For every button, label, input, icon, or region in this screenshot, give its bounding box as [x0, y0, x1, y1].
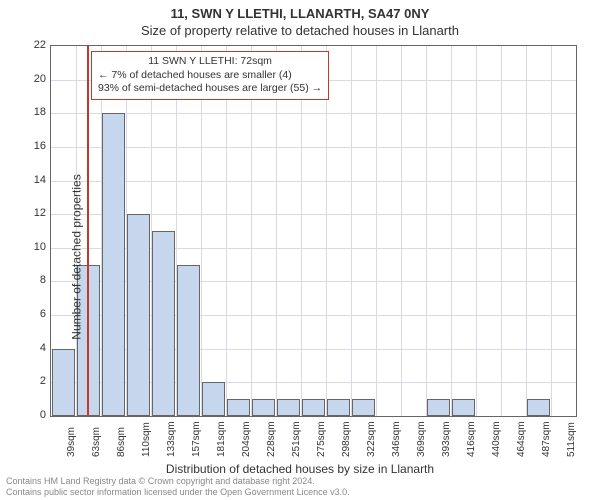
x-tick-label: 416sqm	[466, 421, 477, 457]
gridline-vertical	[476, 46, 477, 416]
gridline-horizontal	[51, 113, 576, 114]
footer-attribution: Contains HM Land Registry data © Crown c…	[6, 476, 350, 498]
gridline-vertical	[526, 46, 527, 416]
y-tick-label: 14	[34, 174, 46, 186]
bar	[102, 113, 125, 416]
x-tick-label: 63sqm	[91, 427, 102, 457]
x-tick-label: 110sqm	[141, 422, 152, 457]
x-tick-label: 346sqm	[391, 421, 402, 457]
gridline-vertical	[351, 46, 352, 416]
reference-line	[87, 46, 89, 416]
x-tick-label: 322sqm	[366, 421, 377, 457]
bar	[177, 265, 200, 416]
bar	[227, 399, 250, 416]
x-tick-label: 487sqm	[541, 421, 552, 457]
bar-chart: 11 SWN Y LLETHI: 72sqm← 7% of detached h…	[50, 45, 577, 417]
gridline-horizontal	[51, 147, 576, 148]
x-tick-label: 39sqm	[66, 427, 77, 457]
y-tick-label: 4	[40, 342, 46, 354]
y-axis-label: Number of detached properties	[70, 174, 84, 339]
gridline-horizontal	[51, 181, 576, 182]
x-tick-label: 204sqm	[241, 421, 252, 457]
bar	[452, 399, 475, 416]
x-tick-label: 228sqm	[266, 421, 277, 457]
bar	[152, 231, 175, 416]
annotation-box: 11 SWN Y LLETHI: 72sqm← 7% of detached h…	[91, 51, 329, 100]
bar	[202, 382, 225, 416]
y-tick-label: 10	[34, 241, 46, 253]
annotation-line-1: 11 SWN Y LLETHI: 72sqm	[98, 55, 322, 69]
y-tick-label: 16	[34, 140, 46, 152]
bar	[527, 399, 550, 416]
y-tick-label: 12	[34, 207, 46, 219]
y-tick-label: 22	[34, 39, 46, 51]
x-tick-label: 393sqm	[441, 421, 452, 457]
bar	[327, 399, 350, 416]
bar	[252, 399, 275, 416]
annotation-line-3: 93% of semi-detached houses are larger (…	[98, 82, 322, 96]
x-tick-label: 157sqm	[191, 421, 202, 457]
x-tick-label: 181sqm	[216, 421, 227, 457]
bar	[52, 349, 75, 416]
gridline-vertical	[401, 46, 402, 416]
x-tick-label: 369sqm	[416, 421, 427, 457]
x-axis-label: Distribution of detached houses by size …	[0, 462, 600, 476]
x-tick-label: 464sqm	[516, 421, 527, 457]
title-line-2: Size of property relative to detached ho…	[0, 21, 600, 38]
footer-line-2: Contains public sector information licen…	[6, 487, 350, 498]
footer-line-1: Contains HM Land Registry data © Crown c…	[6, 476, 350, 487]
x-tick-label: 133sqm	[166, 421, 177, 457]
x-tick-label: 298sqm	[341, 421, 352, 457]
gridline-vertical	[426, 46, 427, 416]
gridline-vertical	[251, 46, 252, 416]
y-tick-label: 2	[40, 375, 46, 387]
y-tick-label: 20	[34, 73, 46, 85]
x-tick-label: 511sqm	[566, 422, 577, 457]
gridline-vertical	[201, 46, 202, 416]
gridline-vertical	[551, 46, 552, 416]
bar	[427, 399, 450, 416]
gridline-vertical	[376, 46, 377, 416]
bar	[352, 399, 375, 416]
gridline-vertical	[276, 46, 277, 416]
y-tick-label: 0	[40, 409, 46, 421]
bar	[302, 399, 325, 416]
x-tick-label: 440sqm	[491, 421, 502, 457]
title-line-1: 11, SWN Y LLETHI, LLANARTH, SA47 0NY	[0, 0, 600, 21]
gridline-vertical	[226, 46, 227, 416]
gridline-vertical	[301, 46, 302, 416]
gridline-vertical	[326, 46, 327, 416]
y-tick-label: 6	[40, 308, 46, 320]
bar	[277, 399, 300, 416]
y-tick-label: 18	[34, 106, 46, 118]
gridline-vertical	[501, 46, 502, 416]
x-tick-label: 275sqm	[316, 421, 327, 457]
x-tick-label: 86sqm	[116, 427, 127, 457]
gridline-vertical	[451, 46, 452, 416]
bar	[127, 214, 150, 416]
annotation-line-2: ← 7% of detached houses are smaller (4)	[98, 69, 322, 83]
y-tick-label: 8	[40, 274, 46, 286]
x-tick-label: 251sqm	[291, 421, 302, 457]
